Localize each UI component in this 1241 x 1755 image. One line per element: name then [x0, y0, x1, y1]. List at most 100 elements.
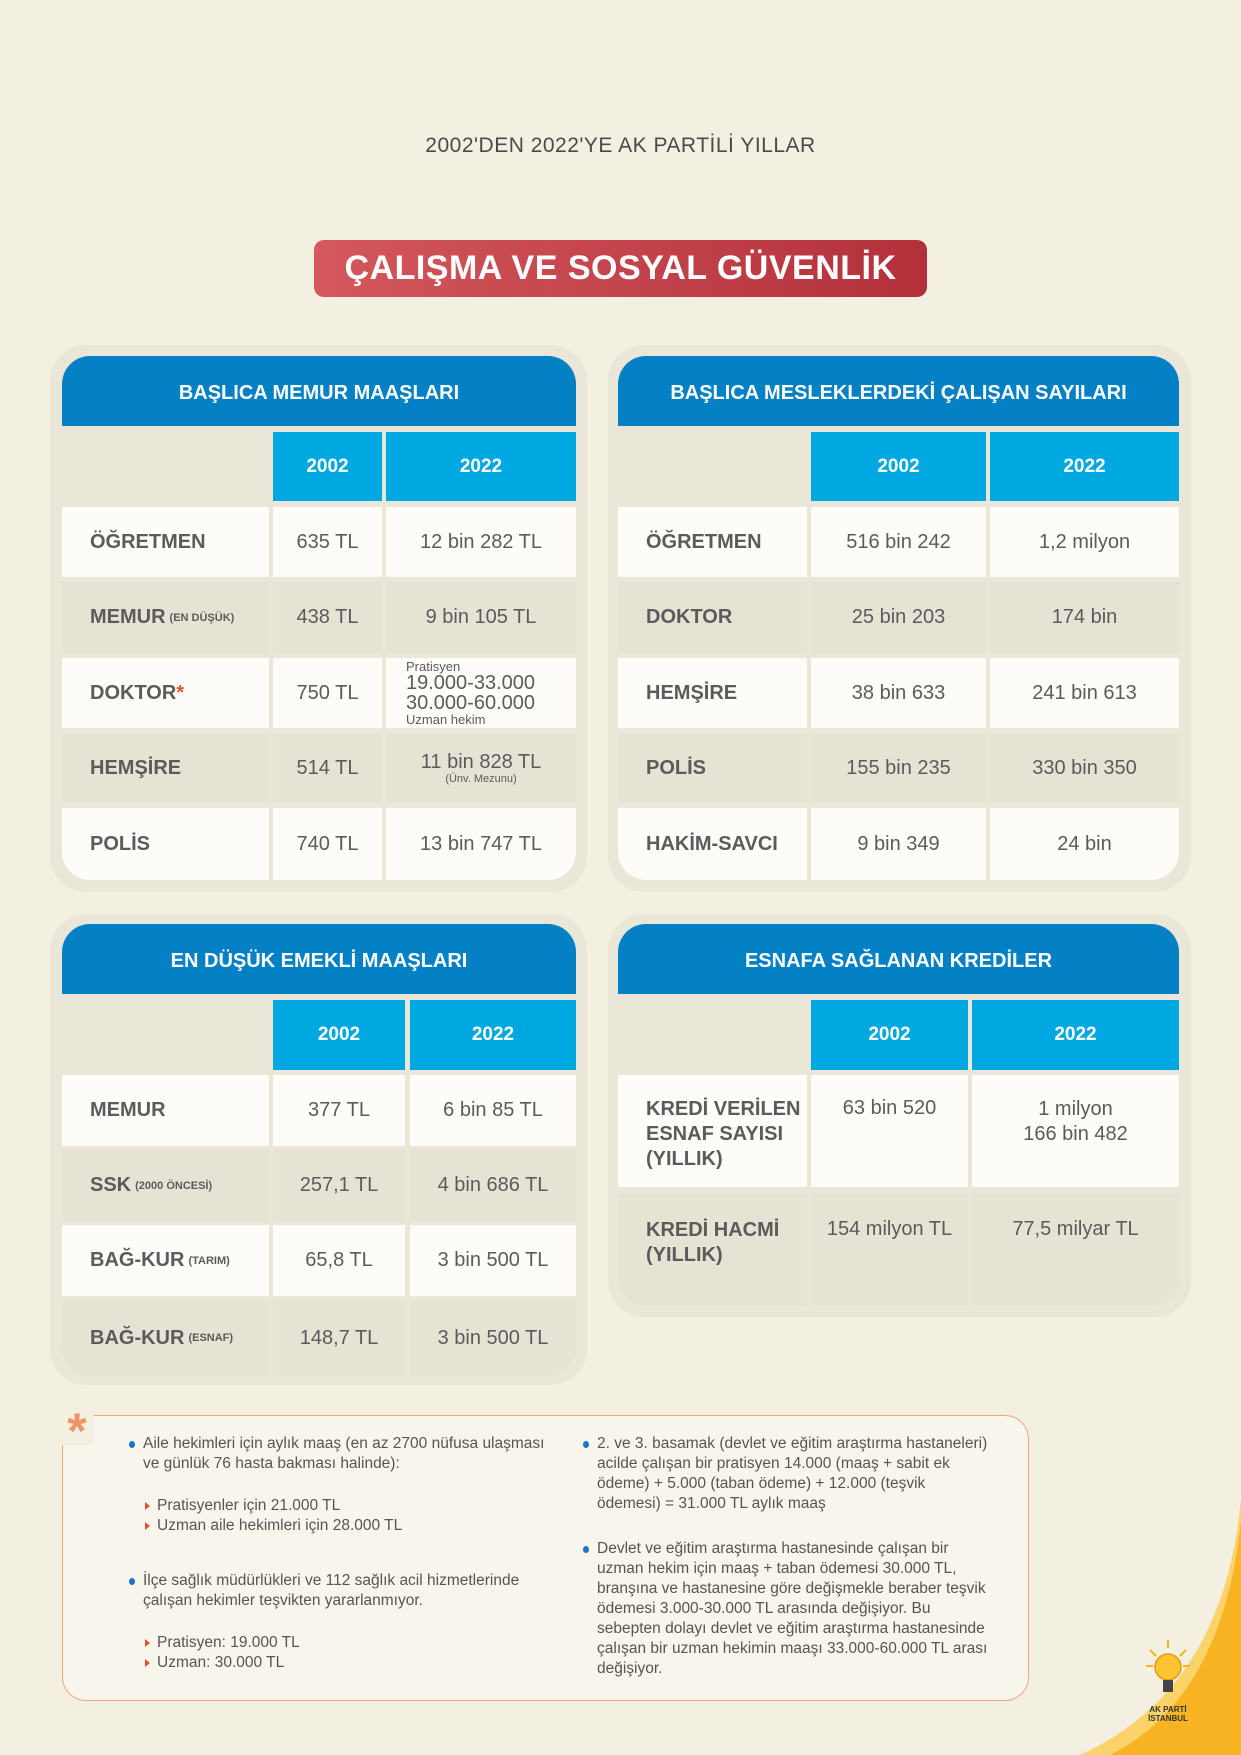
row-label: KREDİ VERİLEN ESNAF SAYISI (YILLIK) — [618, 1075, 807, 1187]
value-note: Uzman hekim — [406, 712, 486, 727]
label-line: (YILLIK) — [646, 1244, 723, 1266]
footnote-box: Aile hekimleri için aylık maaş (en az 27… — [62, 1415, 1029, 1701]
value-2022: 3 bin 500 TL — [410, 1300, 576, 1376]
card-title: BAŞLICA MESLEKLERDEKİ ÇALIŞAN SAYILARI — [618, 356, 1179, 426]
value-line: 1 milyon — [1038, 1098, 1113, 1120]
year-header: 2002 — [273, 1000, 405, 1070]
value-2002: 635 TL — [273, 507, 382, 577]
row-label: DOKTOR — [618, 582, 807, 653]
logo-text: AK PARTİ — [1149, 1705, 1187, 1714]
label-text: MEMUR — [90, 1099, 166, 1121]
label-text: MEMUR — [90, 606, 166, 628]
logo-text: İSTANBUL — [1148, 1714, 1188, 1723]
year-header: 2002 — [811, 1000, 968, 1070]
label-note: (EN DÜŞÜK) — [169, 611, 235, 624]
swoosh-highlight — [1080, 1500, 1241, 1755]
value-2022: 24 bin — [990, 808, 1179, 880]
value-2002: 750 TL — [273, 658, 382, 728]
label-line: (YILLIK) — [646, 1148, 723, 1170]
year-header: 2002 — [273, 432, 382, 501]
row-label: MEMUR — [62, 1075, 269, 1146]
asterisk-icon: * — [60, 1405, 94, 1457]
year-header: 2022 — [972, 1000, 1179, 1070]
footnote-subitem: Uzman: 30.000 TL — [129, 1653, 549, 1673]
row-label: HEMŞİRE — [618, 658, 807, 728]
value-range: 19.000-33.000 — [406, 672, 536, 694]
label-text: BAĞ-KUR — [90, 1249, 185, 1271]
ak-parti-logo: AK PARTİ İSTANBUL — [1140, 1640, 1196, 1723]
row-label: HAKİM-SAVCI — [618, 808, 807, 880]
value-2022: 11 bin 828 TL (Ünv. Mezunu) — [386, 733, 576, 803]
value-2022: 6 bin 85 TL — [410, 1075, 576, 1146]
year-header: 2002 — [811, 432, 986, 501]
value-text: 11 bin 828 TL — [420, 750, 542, 773]
footnote-right: 2. ve 3. basamak (devlet ve eğitim araşt… — [583, 1434, 993, 1679]
label-line: ESNAF SAYISI — [646, 1123, 784, 1145]
row-label: MEMUR (EN DÜŞÜK) — [62, 582, 269, 653]
footnote-subitem: Pratisyen: 19.000 TL — [129, 1633, 549, 1653]
value-2022: 4 bin 686 TL — [410, 1150, 576, 1221]
value-2022: 9 bin 105 TL — [386, 582, 576, 653]
value-2002: 65,8 TL — [273, 1225, 405, 1296]
value-2002: 63 bin 520 — [811, 1075, 968, 1187]
row-label: SSK (2000 ÖNCESİ) — [62, 1150, 269, 1221]
value-2022: 3 bin 500 TL — [410, 1225, 576, 1296]
row-label: HEMŞİRE — [62, 733, 269, 803]
value-2022: 241 bin 613 — [990, 658, 1179, 728]
row-label: BAĞ-KUR (ESNAF) — [62, 1300, 269, 1376]
value-2002: 38 bin 633 — [811, 658, 986, 728]
year-header: 2022 — [410, 1000, 576, 1070]
value-2022: 13 bin 747 TL — [386, 808, 576, 880]
footnote-bullet: Devlet ve eğitim araştırma hastanesinde … — [583, 1539, 993, 1679]
label-note: (ESNAF) — [188, 1332, 234, 1344]
row-label: KREDİ HACMİ (YILLIK) — [618, 1193, 807, 1306]
footnote-bullet: Aile hekimleri için aylık maaş (en az 27… — [129, 1434, 549, 1474]
value-2002: 155 bin 235 — [811, 733, 986, 803]
value-2002: 516 bin 242 — [811, 507, 986, 577]
value-2002: 438 TL — [273, 582, 382, 653]
year-header: 2022 — [386, 432, 576, 501]
tradesmen-credit-card: ESNAFA SAĞLANAN KREDİLER 2002 2022 KREDİ… — [608, 914, 1191, 1317]
memur-salaries-card: BAŞLICA MEMUR MAAŞLARI 2002 2022 ÖĞRETME… — [50, 345, 587, 892]
label-line: KREDİ HACMİ — [646, 1219, 780, 1241]
value-2002: 9 bin 349 — [811, 808, 986, 880]
card-title: ESNAFA SAĞLANAN KREDİLER — [618, 924, 1179, 994]
footnote-subitem: Pratisyenler için 21.000 TL — [129, 1496, 549, 1516]
value-2022: Pratisyen 19.000-33.000 30.000-60.000 Uz… — [386, 658, 576, 728]
row-label: POLİS — [618, 733, 807, 803]
row-label: DOKTOR * — [62, 658, 269, 728]
label-note: (2000 ÖNCESİ) — [135, 1179, 213, 1192]
value-2022: 12 bin 282 TL — [386, 507, 576, 577]
value-line: 166 bin 482 — [1023, 1123, 1128, 1145]
row-label: POLİS — [62, 808, 269, 880]
label-text: DOKTOR — [90, 681, 177, 704]
label-text: BAĞ-KUR — [90, 1326, 185, 1349]
value-2002: 514 TL — [273, 733, 382, 803]
footnote-left: Aile hekimleri için aylık maaş (en az 27… — [129, 1434, 549, 1673]
footnote-bullet: İlçe sağlık müdürlükleri ve 112 sağlık a… — [129, 1571, 549, 1611]
card-title: EN DÜŞÜK EMEKLİ MAAŞLARI — [62, 924, 576, 994]
card-title: BAŞLICA MEMUR MAAŞLARI — [62, 356, 576, 426]
row-label: ÖĞRETMEN — [62, 507, 269, 577]
value-2022: 1,2 milyon — [990, 507, 1179, 577]
value-2002: 25 bin 203 — [811, 582, 986, 653]
label-line: KREDİ VERİLEN — [646, 1098, 801, 1120]
value-note: (Ünv. Mezunu) — [445, 772, 517, 785]
asterisk-mark: * — [176, 681, 185, 704]
value-range: 30.000-60.000 — [406, 692, 536, 714]
page-title: ÇALIŞMA VE SOSYAL GÜVENLİK — [314, 240, 927, 297]
value-2002: 148,7 TL — [273, 1300, 405, 1376]
value-2002: 257,1 TL — [273, 1150, 405, 1221]
footnote-subitem: Uzman aile hekimleri için 28.000 TL — [129, 1516, 549, 1536]
page-subtitle: 2002'DEN 2022'YE AK PARTİLİ YILLAR — [425, 134, 816, 157]
lightbulb-icon — [1146, 1640, 1190, 1692]
value-2002: 154 milyon TL — [811, 1193, 968, 1306]
swoosh-shape — [1080, 1500, 1241, 1755]
value-2002: 377 TL — [273, 1075, 405, 1146]
yellow-swoosh — [1080, 1500, 1241, 1755]
value-2022: 1 milyon 166 bin 482 — [972, 1075, 1179, 1187]
employee-counts-card: BAŞLICA MESLEKLERDEKİ ÇALIŞAN SAYILARI 2… — [608, 345, 1191, 892]
label-note: (TARIM) — [188, 1254, 230, 1267]
value-note: Pratisyen — [406, 659, 461, 674]
value-2002: 740 TL — [273, 808, 382, 880]
